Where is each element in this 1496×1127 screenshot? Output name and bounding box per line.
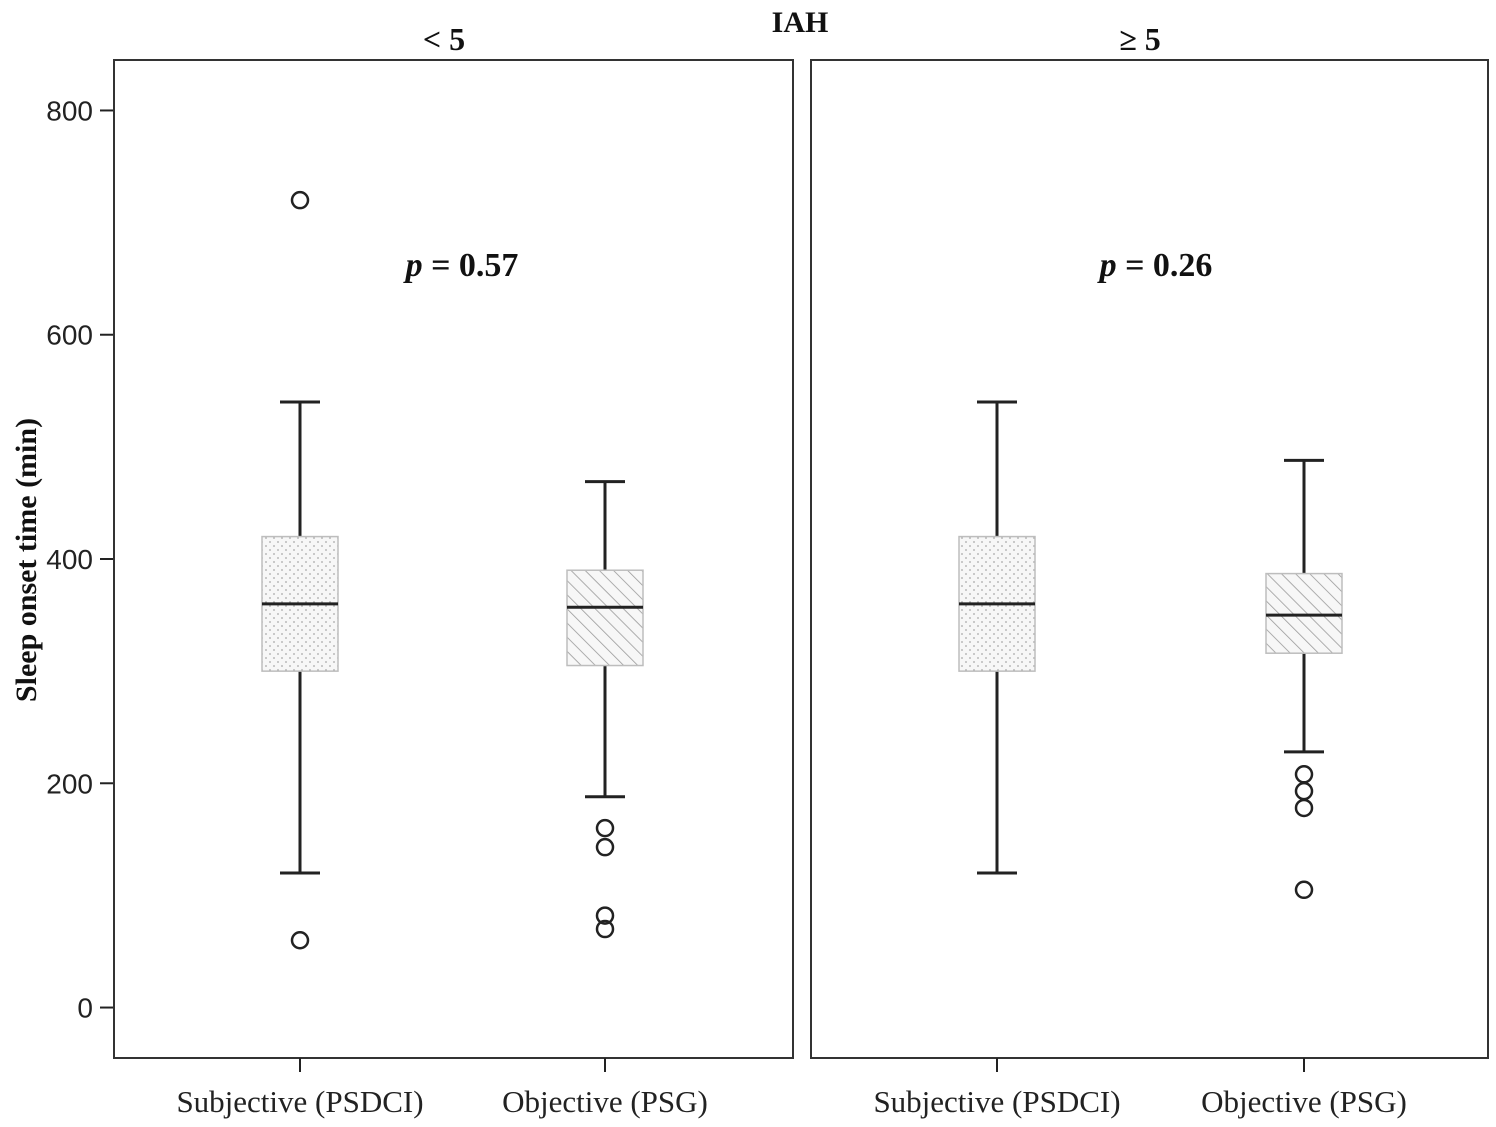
outlier-point — [1294, 798, 1314, 818]
box-subjective: Subjective (PSDCI) — [873, 400, 1121, 1119]
p-value-annotation: p = 0.26 — [1097, 247, 1213, 284]
p-value: = 0.57 — [423, 247, 519, 284]
outlier-point — [290, 190, 310, 210]
x-tick-label: Objective (PSG) — [1201, 1084, 1407, 1119]
outlier-point — [290, 931, 310, 950]
iqr-box — [1265, 572, 1343, 654]
y-axis: 0 200 400 600 800 — [46, 60, 115, 1058]
chart-panels: < 5 p = 0.57 Subjective (PSDCI) Objective (… — [113, 21, 1489, 1119]
x-tick-label: Objective (PSG) — [502, 1084, 708, 1119]
outlier-point — [595, 818, 615, 838]
p-value: = 0.26 — [1117, 247, 1213, 284]
y-tick-label: 600 — [46, 320, 93, 351]
p-symbol: p — [403, 247, 423, 284]
panel-frame — [113, 59, 794, 1059]
box-objective: Objective (PSG) — [502, 480, 708, 1119]
box-objective: Objective (PSG) — [1201, 458, 1407, 1119]
outlier-point — [595, 919, 615, 939]
outlier-point — [1294, 781, 1314, 801]
iqr-box — [566, 569, 644, 667]
box-subjective: Subjective (PSDCI) — [176, 190, 424, 1119]
outlier-point — [1294, 765, 1314, 784]
x-tick-label: Subjective (PSDCI) — [873, 1084, 1120, 1119]
y-axis-label: Sleep onset time (min) — [10, 418, 43, 702]
outlier-point — [595, 837, 615, 857]
x-tick-label: Subjective (PSDCI) — [176, 1084, 423, 1119]
panel-frame — [810, 59, 1489, 1059]
y-tick-label: 200 — [46, 768, 93, 799]
chart-title: IAH — [772, 6, 829, 39]
p-symbol: p — [1097, 247, 1117, 284]
panel-iah-ge-5: ≥ 5 p = 0.26 Subjective (PSDCI) Objective (… — [810, 21, 1489, 1119]
panel-label: ≥ 5 — [1119, 21, 1161, 57]
panel-label: < 5 — [423, 21, 465, 57]
y-tick-label: 400 — [46, 544, 93, 575]
p-value-annotation: p = 0.57 — [403, 247, 519, 284]
panel-iah-lt-5: < 5 p = 0.57 Subjective (PSDCI) Objective (… — [113, 21, 794, 1119]
outlier-point — [1294, 880, 1314, 900]
y-tick-label: 800 — [46, 95, 93, 126]
outlier-point — [595, 906, 615, 925]
y-tick-label: 0 — [77, 993, 93, 1024]
